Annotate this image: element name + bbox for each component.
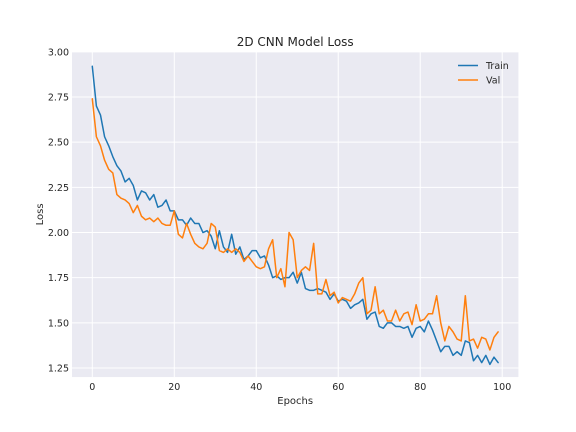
y-tick-label: 1.25 [48, 364, 69, 375]
y-tick-label: 2.00 [48, 228, 69, 239]
series-line-val [91, 98, 499, 351]
grid-lines [72, 51, 519, 378]
series-layer [91, 65, 499, 366]
x-tick-label: 40 [250, 382, 262, 393]
legend-label-val: Val [486, 76, 500, 87]
y-tick-label: 1.75 [48, 273, 69, 284]
y-tick-label: 2.75 [48, 93, 69, 104]
y-tick-label: 2.25 [48, 183, 69, 194]
tick-labels: 0 20 40 60 80 100 1.25 1.50 1.75 2.00 2.25 2.50 2.75… [48, 47, 511, 393]
y-tick-label: 3.00 [48, 47, 69, 58]
x-tick-label: 100 [493, 382, 511, 393]
legend: Train Val [458, 61, 509, 87]
x-tick-label: 60 [332, 382, 344, 393]
plot-area [72, 51, 519, 378]
legend-label-train: Train [485, 61, 509, 72]
x-tick-label: 20 [168, 382, 180, 393]
y-tick-label: 2.50 [48, 138, 69, 149]
y-tick-label: 1.50 [48, 318, 69, 329]
x-tick-label: 80 [414, 382, 426, 393]
x-tick-label: 0 [89, 382, 95, 393]
x-axis-label: Epochs [277, 396, 313, 407]
y-axis-label: Loss [35, 203, 46, 225]
series-line-train [91, 65, 499, 366]
chart-title: 2D CNN Model Loss [237, 35, 354, 49]
